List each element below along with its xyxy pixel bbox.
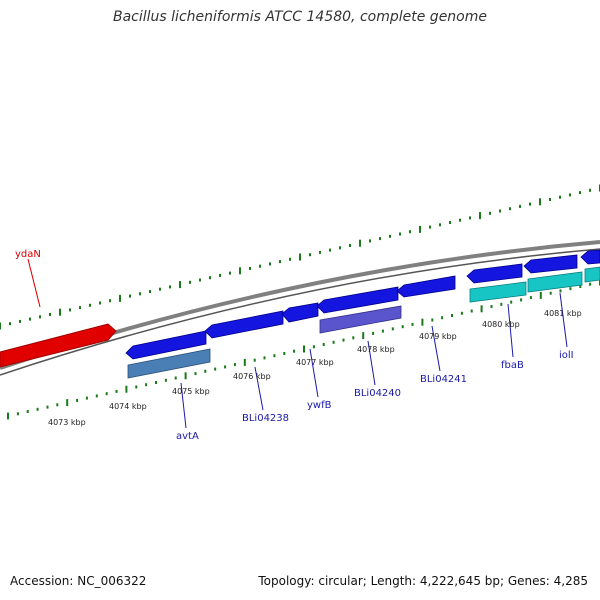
gene-label-ywfB[interactable]: ywfB (307, 400, 332, 411)
genome-backbone-outline (0, 248, 600, 376)
feature-bar-iolI[interactable] (527, 271, 583, 293)
leader-BLi04241 (431, 325, 441, 372)
cds-arrow[interactable] (523, 254, 578, 274)
ruler-label: 4080 kbp (482, 320, 520, 329)
gene-label-ydaN[interactable]: ydaN (15, 249, 41, 260)
ruler-label: 4076 kbp (233, 372, 271, 381)
cds-arrow[interactable] (125, 330, 207, 360)
cds-arrow[interactable] (580, 249, 600, 265)
gene-label-iolI[interactable]: iolI (559, 350, 574, 361)
feature-bar-BLi04240[interactable] (319, 305, 402, 334)
leader-BLi04238 (254, 366, 264, 411)
ruler-label: 4073 kbp (48, 418, 86, 427)
cds-arrow[interactable] (204, 310, 284, 339)
accession-text: Accession: NC_006322 (10, 574, 147, 588)
gene-label-BLi04240[interactable]: BLi04240 (354, 388, 401, 399)
leader-BLi04240 (367, 340, 376, 386)
gene-label-BLi04241[interactable]: BLi04241 (420, 374, 467, 385)
feature-bar-cyan-end[interactable] (584, 266, 600, 283)
leader-iolI (559, 292, 568, 348)
leader-avtA (180, 382, 187, 429)
cds-track (125, 249, 600, 360)
gene-label-avtA[interactable]: avtA (176, 431, 199, 442)
cds-arrow[interactable] (281, 302, 319, 323)
gene-labels: ydaN avtA BLi04238 ywfB BLi04240 BLi0424… (15, 249, 574, 442)
lower-tick-track (7, 278, 600, 420)
gene-label-BLi04238[interactable]: BLi04238 (242, 413, 289, 424)
cds-arrow[interactable] (396, 275, 456, 298)
genome-summary-text: Topology: circular; Length: 4,222,645 bp… (258, 574, 588, 588)
label-leaders (27, 258, 568, 429)
feature-bar-avtA[interactable] (127, 348, 211, 379)
gene-ydaN-arrow[interactable] (0, 323, 117, 368)
gene-label-fbaB[interactable]: fbaB (501, 360, 524, 371)
leader-ywfB (309, 348, 319, 398)
upper-tick-track (0, 184, 600, 330)
feature-bar-track (127, 266, 600, 379)
ruler-label: 4081 kbp (544, 309, 582, 318)
map-title: Bacillus licheniformis ATCC 14580, compl… (113, 9, 487, 25)
leader-ydaN (27, 258, 41, 308)
cds-arrow[interactable] (466, 263, 523, 284)
cds-arrow[interactable] (316, 286, 399, 314)
ruler-label: 4079 kbp (419, 332, 457, 341)
ruler-label: 4078 kbp (357, 345, 395, 354)
feature-bar-fbaB[interactable] (469, 281, 527, 303)
ruler-label: 4074 kbp (109, 402, 147, 411)
ruler-labels: 4073 kbp 4074 kbp 4075 kbp 4076 kbp 4077… (48, 309, 582, 427)
ruler-label: 4077 kbp (296, 358, 334, 367)
ruler-label: 4075 kbp (172, 387, 210, 396)
leader-fbaB (507, 303, 514, 358)
